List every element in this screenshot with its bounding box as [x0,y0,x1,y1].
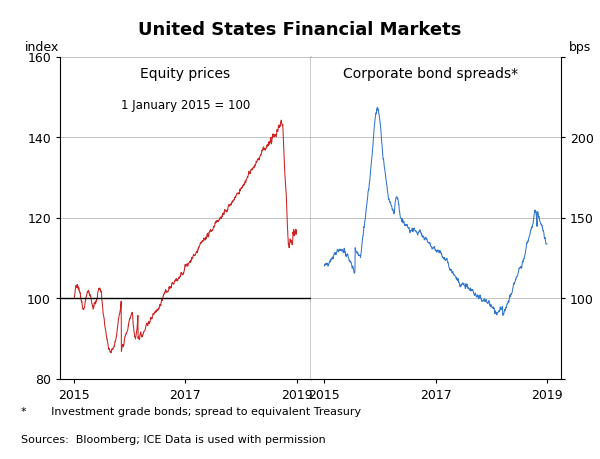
Text: Corporate bond spreads*: Corporate bond spreads* [343,67,518,81]
Text: bps: bps [569,41,591,54]
Text: *       Investment grade bonds; spread to equivalent Treasury: * Investment grade bonds; spread to equi… [21,406,361,416]
Text: Sources:  Bloomberg; ICE Data is used with permission: Sources: Bloomberg; ICE Data is used wit… [21,434,326,444]
Text: index: index [25,41,59,54]
Text: United States Financial Markets: United States Financial Markets [139,21,461,39]
Text: Equity prices: Equity prices [140,67,230,81]
Text: 1 January 2015 = 100: 1 January 2015 = 100 [121,99,250,112]
